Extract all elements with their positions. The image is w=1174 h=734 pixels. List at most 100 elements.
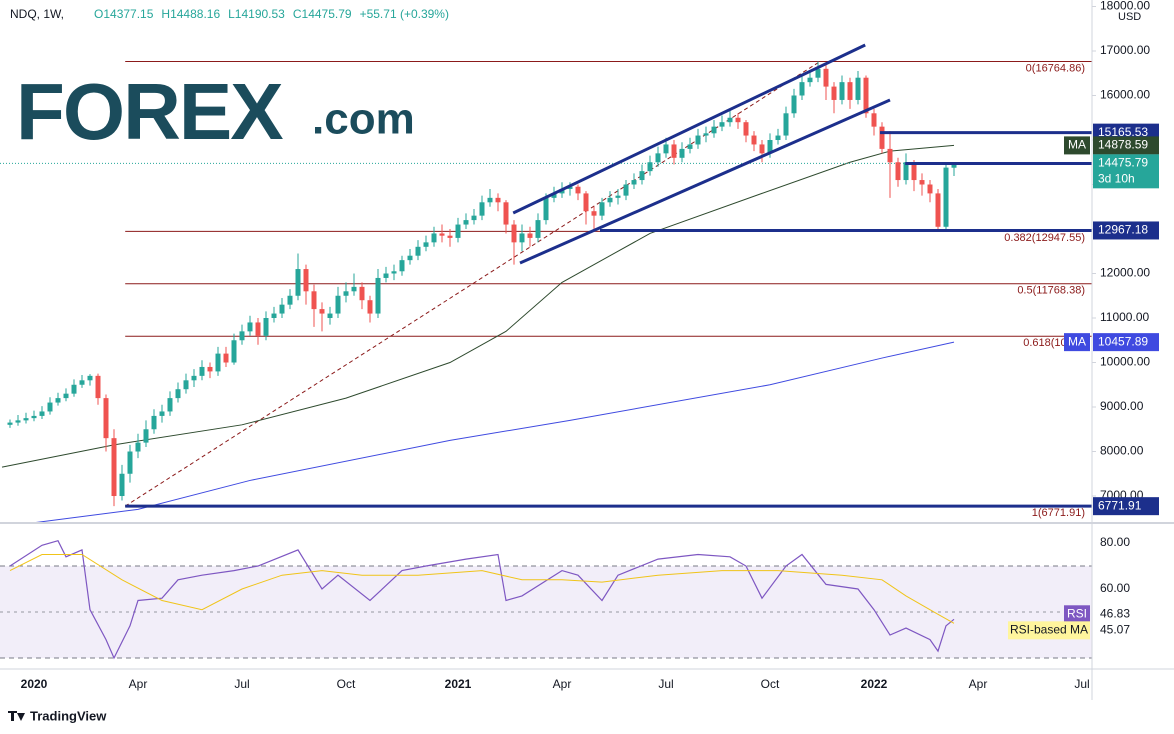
candle-body [831, 86, 837, 100]
price-tag [1093, 154, 1159, 189]
candle-body [815, 68, 821, 78]
candle-body [391, 271, 397, 274]
candle-body [471, 215, 477, 221]
y-tick-label: 16000.00 [1100, 88, 1150, 102]
candle-body [175, 389, 181, 399]
channel-line [519, 98, 891, 265]
rsi-value: 46.83 [1100, 606, 1130, 620]
candle-body [287, 295, 293, 305]
moving-average [1, 144, 955, 468]
price-tag-label: 14475.79 [1098, 156, 1148, 170]
candle-body [679, 148, 685, 158]
candle-body [87, 375, 93, 381]
candle-body [119, 473, 125, 497]
candle-body [95, 375, 101, 399]
candle-body [511, 224, 517, 243]
candle-body [799, 82, 805, 96]
candle-body [311, 291, 317, 310]
fib-trend-line [124, 61, 821, 507]
indicator-tag-label: RSI [1067, 606, 1087, 620]
candle-body [135, 442, 141, 452]
candle-body [39, 411, 45, 416]
x-tick-label: 2020 [21, 677, 48, 691]
candle-body [127, 451, 133, 474]
rsi-tick-label: 80.00 [1100, 535, 1130, 549]
indicator-tag [1064, 333, 1090, 352]
x-tick-label: Jul [1074, 677, 1089, 691]
fib-label: 1(6771.91) [1032, 507, 1085, 519]
candle-body [79, 380, 85, 385]
candle-body [431, 233, 437, 243]
candle-body [359, 286, 365, 301]
rsi-line [9, 539, 955, 660]
countdown: 3d 10h [1098, 172, 1135, 186]
candle-body [239, 331, 245, 341]
candle-body [23, 418, 29, 421]
indicator-tag [1008, 621, 1090, 640]
candle-body [503, 202, 509, 225]
candle-body [103, 398, 109, 439]
candle-body [47, 402, 53, 412]
candle-body [759, 144, 765, 154]
candle-body [295, 269, 301, 296]
candle-body [895, 162, 901, 181]
candle-body [951, 163, 957, 168]
price-tag-label: 10457.89 [1098, 334, 1148, 348]
x-tick-label: Apr [129, 677, 148, 691]
candle-body [607, 197, 613, 203]
rsi-value: 45.07 [1100, 623, 1130, 637]
y-tick-label: 11000.00 [1100, 310, 1149, 324]
candle-body [407, 255, 413, 261]
x-tick-label: Oct [337, 677, 356, 691]
candle-body [415, 246, 421, 256]
candle-body [15, 420, 21, 423]
footer-icon [8, 711, 25, 721]
candle-body [351, 286, 357, 292]
price-tag [1093, 136, 1159, 155]
indicator-tag-label: MA [1068, 334, 1086, 348]
candle-body [167, 398, 173, 412]
candle-body [863, 77, 869, 114]
layer: FOREX .com [7, 43, 1092, 660]
candle-body [319, 309, 325, 314]
candle-body [495, 197, 501, 203]
candle-body [687, 144, 693, 149]
y-tick-label: 9000.00 [1100, 399, 1144, 413]
candle-body [551, 193, 557, 198]
candle-body [367, 300, 373, 314]
candle-body [583, 193, 589, 212]
y-tick-label: 12000.00 [1100, 266, 1150, 280]
candle-body [839, 82, 845, 100]
rsi-tick-label: 60.00 [1100, 581, 1130, 595]
candle-body [871, 113, 877, 127]
candle-body [71, 384, 77, 394]
candle-body [63, 393, 69, 399]
moving-average [33, 341, 955, 524]
candle-body [647, 162, 653, 172]
candle-body [639, 171, 645, 181]
candle-body [887, 148, 893, 163]
candle-body [199, 366, 205, 376]
candle-body [335, 295, 341, 314]
candle-body [479, 202, 485, 216]
candle-body [903, 162, 909, 181]
candle-body [183, 380, 189, 390]
candle-body [599, 202, 605, 216]
candle-body [207, 366, 213, 372]
candle-body [711, 126, 717, 134]
candle-body [847, 82, 853, 100]
x-tick-label: Apr [969, 677, 988, 691]
candle-body [879, 126, 885, 149]
candle-body [567, 186, 573, 189]
candle-body [791, 95, 797, 114]
indicator-tag-label: MA [1068, 138, 1086, 152]
candle-body [263, 318, 269, 336]
currency-label: USD [1118, 11, 1141, 23]
candle-body [823, 68, 829, 87]
candle-body [519, 233, 525, 243]
candle-body [31, 415, 37, 419]
x-tick-label: 2021 [445, 677, 472, 691]
x-tick-label: 2022 [861, 677, 888, 691]
price-tag [1093, 221, 1159, 240]
